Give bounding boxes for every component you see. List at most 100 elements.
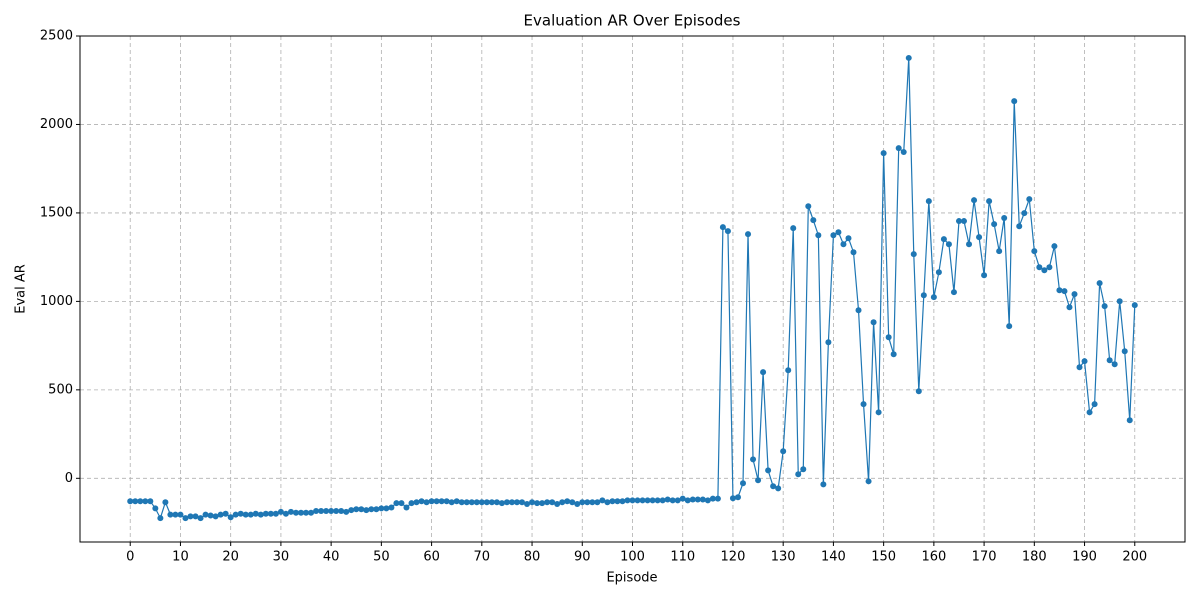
data-point: [890, 351, 897, 358]
data-point: [910, 251, 917, 258]
data-point: [950, 289, 957, 296]
data-point: [388, 504, 395, 511]
data-point: [991, 221, 998, 228]
data-point: [177, 511, 184, 518]
data-point: [1111, 361, 1118, 368]
data-point: [594, 499, 601, 506]
data-point: [785, 367, 792, 374]
data-point: [966, 241, 973, 248]
data-point: [770, 483, 777, 490]
data-point: [865, 478, 872, 485]
data-point: [428, 498, 435, 505]
data-point: [323, 508, 330, 515]
data-point: [222, 510, 229, 517]
data-point: [935, 269, 942, 276]
data-point: [398, 500, 405, 507]
data-point: [172, 511, 179, 518]
data-point: [574, 500, 581, 507]
data-point: [137, 498, 144, 505]
x-tick-label: 30: [273, 550, 290, 565]
data-point: [363, 507, 370, 514]
data-point: [358, 506, 365, 513]
data-point: [694, 496, 701, 503]
data-point: [403, 504, 410, 511]
data-point: [202, 511, 209, 518]
data-point: [709, 495, 716, 502]
data-point: [614, 498, 621, 505]
data-point: [1106, 357, 1113, 364]
data-point: [599, 497, 606, 504]
data-point: [473, 499, 480, 506]
data-point: [880, 150, 887, 157]
x-tick-label: 140: [821, 550, 846, 565]
data-point: [142, 498, 149, 505]
data-point: [775, 485, 782, 492]
data-point: [1026, 196, 1033, 203]
data-point: [157, 515, 164, 522]
data-point: [493, 499, 500, 506]
data-point: [961, 218, 967, 225]
y-tick-label: 0: [65, 471, 73, 486]
data-point: [940, 236, 947, 243]
data-point: [644, 497, 651, 504]
data-point: [448, 499, 455, 506]
data-point: [930, 294, 937, 301]
data-point: [348, 507, 355, 514]
data-point: [800, 466, 807, 473]
data-point: [508, 499, 515, 506]
data-point: [483, 499, 490, 506]
data-point: [885, 334, 892, 341]
plot-frame: [79, 35, 1186, 543]
data-point: [905, 54, 912, 61]
data-point: [634, 497, 641, 504]
data-point: [1056, 287, 1063, 294]
data-point: [1016, 223, 1023, 230]
data-point: [343, 508, 350, 515]
data-point: [1116, 298, 1123, 305]
data-point: [1101, 303, 1108, 310]
data-point: [1131, 302, 1138, 309]
data-point: [519, 499, 525, 506]
data-point: [1046, 264, 1053, 271]
x-tick-label: 130: [771, 550, 796, 565]
data-point: [734, 494, 741, 501]
data-point: [945, 241, 952, 248]
data-point: [976, 234, 983, 241]
x-tick-label: 10: [172, 550, 189, 565]
data-point: [996, 248, 1003, 255]
data-point: [468, 499, 475, 506]
data-point: [1126, 417, 1133, 424]
data-point: [167, 511, 174, 518]
data-point: [790, 225, 797, 232]
data-point: [689, 496, 696, 503]
data-point: [418, 498, 425, 505]
data-point: [267, 510, 274, 517]
data-point: [1051, 243, 1058, 250]
data-point: [463, 499, 470, 506]
data-point: [232, 511, 239, 518]
data-point: [1096, 280, 1103, 287]
data-point: [127, 498, 134, 505]
data-point: [845, 235, 852, 242]
data-point: [488, 499, 495, 506]
data-point: [835, 229, 842, 236]
data-point: [217, 511, 224, 518]
data-point: [955, 218, 962, 225]
data-point: [750, 456, 757, 463]
data-point: [1001, 215, 1008, 222]
data-point: [333, 508, 340, 515]
data-point: [664, 496, 671, 503]
data-point: [162, 499, 169, 506]
data-point: [820, 481, 827, 488]
data-point: [393, 500, 400, 507]
data-point: [724, 228, 731, 235]
data-point: [1091, 401, 1098, 408]
data-point: [624, 497, 631, 504]
data-point: [925, 198, 932, 205]
data-point: [383, 505, 390, 512]
data-point: [303, 509, 310, 516]
data-point: [870, 319, 877, 326]
data-point: [920, 292, 927, 299]
data-point: [745, 231, 752, 238]
